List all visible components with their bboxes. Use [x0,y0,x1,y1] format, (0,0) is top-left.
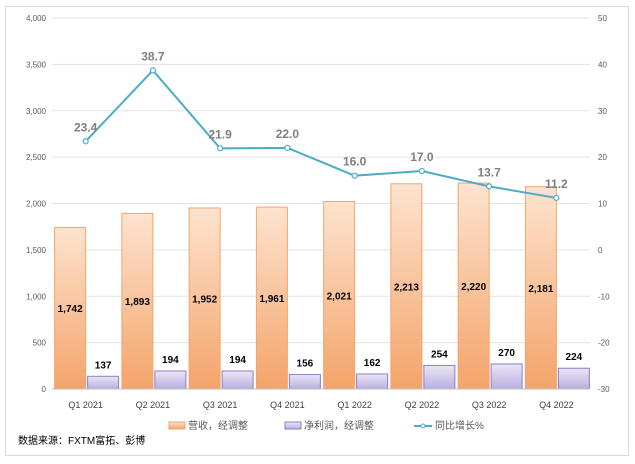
y-right-tick-label: -10 [598,292,610,301]
growth-data-label: 38.7 [141,49,165,63]
growth-data-label: 22.0 [276,127,300,141]
growth-marker [418,167,425,175]
growth-line [84,68,557,199]
y-right-tick-label: 0 [598,246,603,255]
legend-growth-marker [420,423,426,429]
growth-marker [217,145,224,152]
profit-bar [356,373,389,390]
legend-revenue-swatch [168,421,186,430]
y-right-tick-label: 20 [598,153,607,162]
growth-data-label: 11.2 [545,177,568,191]
legend-profit-swatch [284,421,302,430]
y-left-tick-label: 1,500 [26,246,47,255]
revenue-bar [524,186,557,390]
revenue-data-label: 1,893 [125,297,150,308]
x-tick-label: Q2 2021 [136,400,171,410]
y-left-tick-label: 1,000 [26,292,47,301]
source-note: 数据来源：FXTM富拓、彭博 [18,436,146,447]
profit-data-label: 224 [566,352,583,363]
profit-bar [557,367,590,390]
legend-profit-label: 净利润，经调整 [304,419,374,432]
y-left-tick-label: 500 [33,339,47,348]
profit-data-label: 254 [431,349,448,360]
profit-data-label: 194 [162,355,179,366]
profit-bar [490,363,523,390]
growth-data-label: 16.0 [343,155,367,169]
revenue-data-label: 2,220 [461,282,486,293]
growth-data-label: 17.0 [410,150,434,164]
revenue-bar [457,182,490,390]
growth-marker [284,144,291,151]
profit-bar [221,370,254,390]
growth-data-label: 13.7 [477,165,501,179]
y-left-tick-label: 4,000 [26,14,47,23]
legend-revenue-label: 营收，经调整 [188,419,248,432]
revenue-bar [323,201,356,390]
x-tick-label: Q4 2022 [539,400,574,410]
x-tick-label: Q1 2022 [337,400,372,410]
revenue-data-label: 2,213 [394,282,419,293]
growth-marker [553,194,560,202]
growth-data-label: 23.4 [74,120,98,134]
y-right-tick-label: 40 [598,60,607,69]
y-left-tick-label: 2,500 [26,153,47,162]
y-right-tick-label: 10 [598,200,607,209]
y-right-tick-label: 50 [598,14,607,23]
revenue-data-label: 1,961 [259,294,284,305]
y-right-tick-label: -30 [598,385,610,394]
profit-bar [154,370,187,390]
growth-marker [149,67,156,74]
revenue-data-label: 2,181 [528,284,553,295]
growth-marker [82,138,89,145]
profit-bar [87,375,120,390]
revenue-data-label: 2,021 [327,291,352,302]
y-left-tick-label: 0 [42,385,47,394]
legend-growth-label: 同比增长% [435,419,484,432]
growth-marker [486,183,493,190]
growth-marker [351,172,358,179]
profit-bar [423,364,456,390]
y-left-tick-label: 3,000 [26,107,47,116]
y-right-tick-label: -20 [598,339,610,348]
profit-data-label: 270 [498,348,515,359]
x-tick-label: Q3 2021 [203,400,238,410]
profit-bar [288,374,321,390]
profit-data-label: 162 [364,358,381,369]
x-tick-label: Q1 2021 [68,400,103,410]
growth-data-label: 21.9 [208,127,232,141]
revenue-data-label: 1,952 [192,294,217,305]
x-tick-label: Q2 2022 [405,400,440,410]
revenue-data-label: 1,742 [58,304,83,315]
profit-data-label: 156 [297,359,314,370]
profit-data-label: 137 [95,360,112,371]
x-tick-label: Q4 2021 [270,400,305,410]
y-left-tick-label: 3,500 [26,60,47,69]
revenue-bar [390,183,423,390]
x-tick-label: Q3 2022 [472,400,507,410]
y-left-tick-label: 2,000 [26,200,47,209]
profit-data-label: 194 [229,355,246,366]
y-right-tick-label: 30 [598,107,607,116]
